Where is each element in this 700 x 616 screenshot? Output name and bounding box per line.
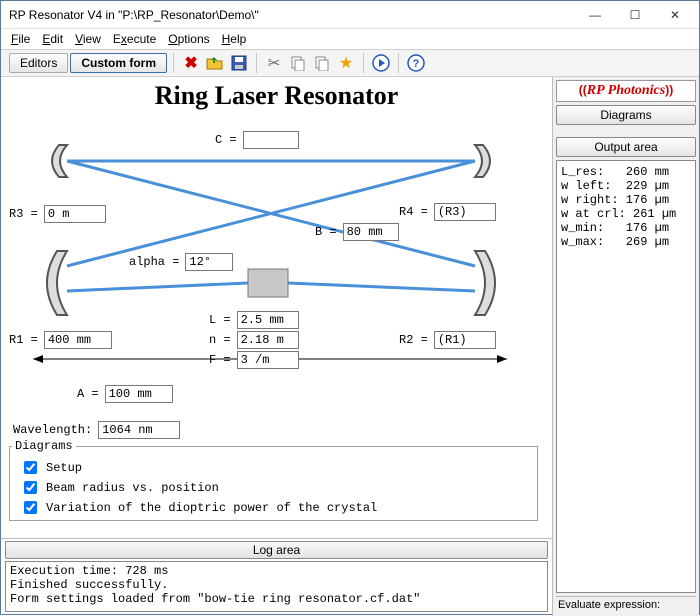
window-title: RP Resonator V4 in "P:\RP_Resonator\Demo… <box>9 8 575 22</box>
help-icon[interactable]: ? <box>405 52 427 74</box>
chk-variation[interactable] <box>24 501 37 514</box>
r2-field: R2 = <box>399 331 496 349</box>
chk-setup-label: Setup <box>46 461 82 475</box>
f-input[interactable] <box>237 351 299 369</box>
f-field: F = <box>209 351 299 369</box>
chk-variation-label: Variation of the dioptric power of the c… <box>46 501 377 515</box>
paste-icon[interactable] <box>311 52 333 74</box>
editors-button[interactable]: Editors <box>9 53 68 73</box>
chk-radius-label: Beam radius vs. position <box>46 481 219 495</box>
run-icon[interactable] <box>370 52 392 74</box>
r2-input[interactable] <box>434 331 496 349</box>
menu-execute[interactable]: Execute <box>113 32 156 46</box>
alpha-input[interactable] <box>185 253 233 271</box>
r3-field: R3 = <box>9 205 106 223</box>
menu-options[interactable]: Options <box>168 32 209 46</box>
rp-logo: ((RP Photonics)) <box>556 80 696 102</box>
open-icon[interactable] <box>204 52 226 74</box>
menu-bar: File Edit View Execute Options Help <box>1 29 699 49</box>
diagrams-frame: Diagrams Setup Beam radius vs. position … <box>9 439 538 521</box>
toolbar-separator <box>173 53 174 73</box>
side-panel: ((RP Photonics)) Diagrams Output area L_… <box>553 77 699 616</box>
chk-radius[interactable] <box>24 481 37 494</box>
log-area: Log area Execution time: 728 ms Finished… <box>1 538 552 616</box>
cut-icon[interactable]: ✂ <box>263 52 285 74</box>
copy-icon[interactable] <box>287 52 309 74</box>
diagrams-legend: Diagrams <box>12 439 76 453</box>
favorite-icon[interactable]: ★ <box>335 52 357 74</box>
output-body[interactable]: L_res: 260 mm w left: 229 µm w right: 17… <box>556 160 696 593</box>
delete-icon[interactable]: ✖ <box>180 52 202 74</box>
alpha-label: alpha = <box>129 255 179 269</box>
evaluate-label: Evaluate expression: <box>556 596 696 613</box>
a-input[interactable] <box>105 385 173 403</box>
r1-field: R1 = <box>9 331 112 349</box>
wavelength-label: Wavelength: <box>13 423 92 437</box>
output-header: Output area <box>556 137 696 157</box>
chk-setup[interactable] <box>24 461 37 474</box>
r4-field: R4 = <box>399 203 496 221</box>
diagrams-button[interactable]: Diagrams <box>556 105 696 125</box>
svg-text:?: ? <box>413 58 420 70</box>
alpha-field: alpha = <box>129 253 233 271</box>
maximize-button[interactable]: ☐ <box>615 3 655 27</box>
wavelength-field: Wavelength: <box>13 421 180 439</box>
c-field: C = <box>215 131 299 149</box>
b-label: B = <box>315 225 337 239</box>
log-header: Log area <box>5 541 548 559</box>
l-field: L = <box>209 311 299 329</box>
b-field: B = <box>315 223 399 241</box>
f-label: F = <box>209 353 231 367</box>
r2-label: R2 = <box>399 333 428 347</box>
r4-input[interactable] <box>434 203 496 221</box>
custom-form-button[interactable]: Custom form <box>70 53 167 73</box>
toolbar-separator <box>256 53 257 73</box>
toolbar: Editors Custom form ✖ ✂ ★ ? <box>1 49 699 77</box>
n-input[interactable] <box>237 331 299 349</box>
r3-label: R3 = <box>9 207 38 221</box>
c-input[interactable] <box>243 131 299 149</box>
r1-label: R1 = <box>9 333 38 347</box>
form-title: Ring Laser Resonator <box>1 81 552 111</box>
menu-help[interactable]: Help <box>222 32 247 46</box>
a-label: A = <box>77 387 99 401</box>
log-body[interactable]: Execution time: 728 ms Finished successf… <box>5 561 548 612</box>
toolbar-separator <box>363 53 364 73</box>
menu-edit[interactable]: Edit <box>42 32 63 46</box>
menu-file[interactable]: File <box>11 32 30 46</box>
c-label: C = <box>215 133 237 147</box>
minimize-button[interactable]: — <box>575 3 615 27</box>
r4-label: R4 = <box>399 205 428 219</box>
n-field: n = <box>209 331 299 349</box>
wavelength-input[interactable] <box>98 421 180 439</box>
n-label: n = <box>209 333 231 347</box>
l-label: L = <box>209 313 231 327</box>
save-icon[interactable] <box>228 52 250 74</box>
title-bar: RP Resonator V4 in "P:\RP_Resonator\Demo… <box>1 1 699 29</box>
a-field: A = <box>77 385 173 403</box>
r1-input[interactable] <box>44 331 112 349</box>
menu-view[interactable]: View <box>75 32 101 46</box>
form-area: Ring Laser Resonator <box>1 77 552 538</box>
r3-input[interactable] <box>44 205 106 223</box>
close-button[interactable]: ✕ <box>655 3 695 27</box>
l-input[interactable] <box>237 311 299 329</box>
toolbar-separator <box>398 53 399 73</box>
b-input[interactable] <box>343 223 399 241</box>
